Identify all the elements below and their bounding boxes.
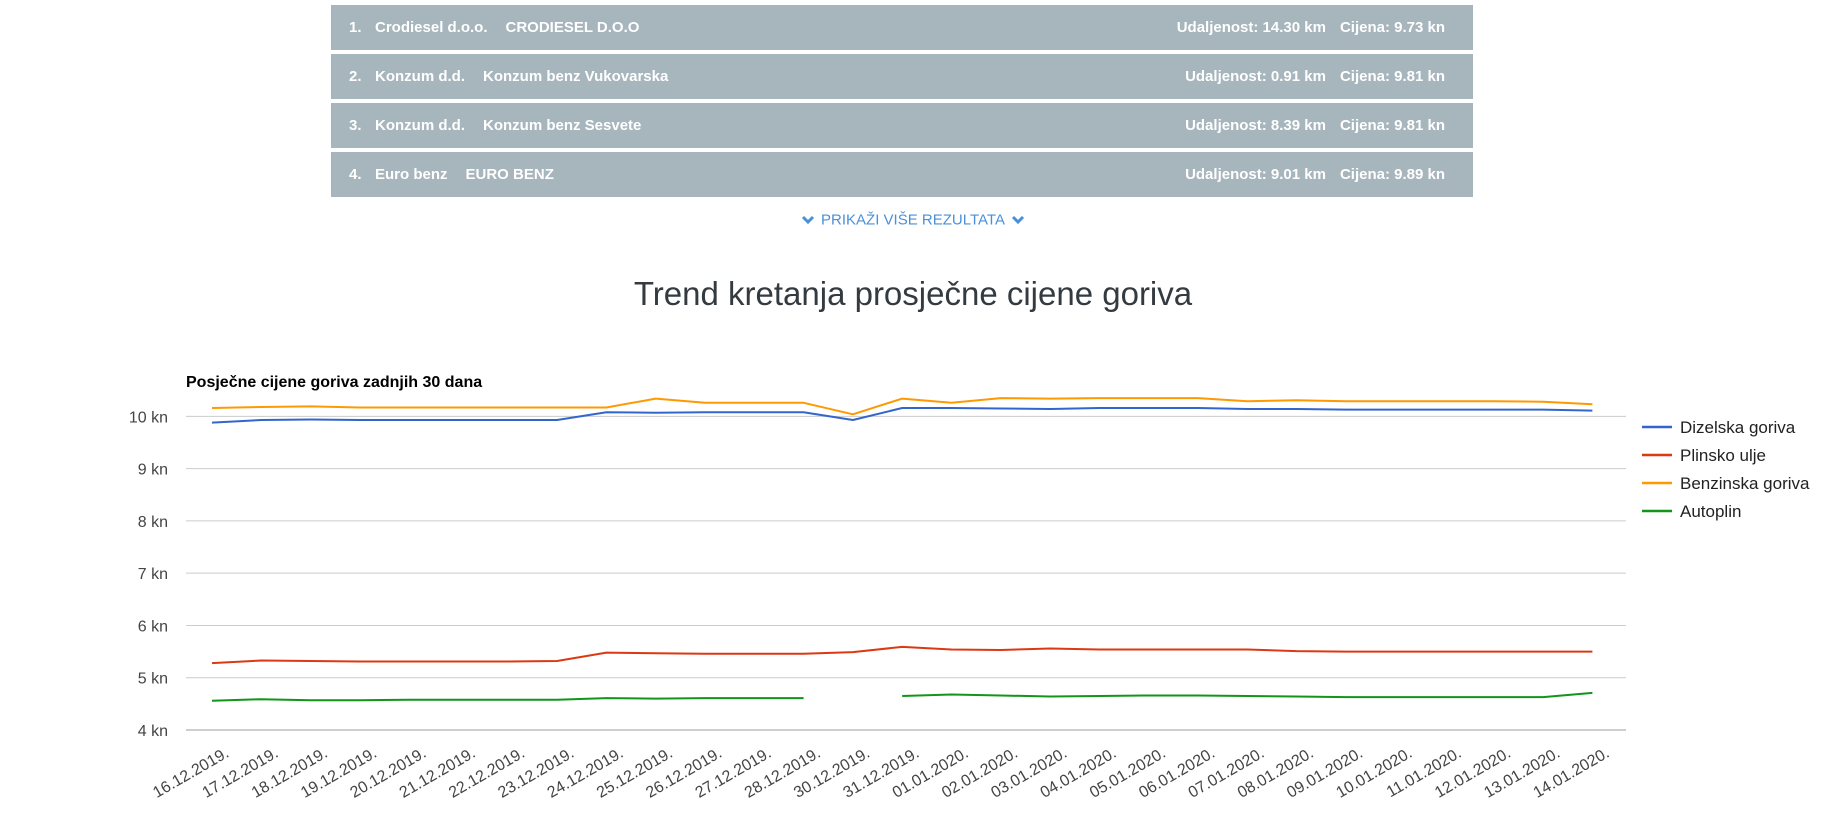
result-row[interactable]: 3. Konzum d.d. Konzum benz Sesvete Udalj… (331, 103, 1473, 148)
result-station: Konzum benz Vukovarska (483, 68, 669, 85)
result-price: Cijena: 9.89 kn (1339, 166, 1445, 183)
y-tick-label: 6 kn (138, 618, 168, 635)
y-tick-label: 8 kn (138, 514, 168, 531)
result-company: Konzum d.d. (375, 68, 465, 85)
result-distance: Udaljenost: 8.39 km (1185, 117, 1326, 134)
result-rank: 3. (349, 117, 362, 134)
show-more-link[interactable]: PRIKAŽI VIŠE REZULTATA (0, 211, 1826, 229)
result-station: CRODIESEL D.O.O (505, 19, 640, 36)
result-distance: Udaljenost: 0.91 km (1185, 68, 1326, 85)
series-line-benzinska-goriva (211, 397, 1593, 416)
result-company: Konzum d.d. (375, 117, 465, 134)
legend-label: Plinsko ulje (1680, 446, 1766, 465)
result-rank: 4. (349, 166, 362, 183)
result-company: Euro benz (375, 166, 448, 183)
result-price: Cijena: 9.73 kn (1339, 19, 1445, 36)
y-tick-label: 7 kn (138, 566, 168, 583)
series-line-dizelska-goriva (211, 407, 1593, 424)
result-row[interactable]: 2. Konzum d.d. Konzum benz Vukovarska Ud… (331, 54, 1473, 99)
show-more-label: PRIKAŽI VIŠE REZULTATA (821, 211, 1005, 229)
x-axis: 16.12.2019.17.12.2019.18.12.2019.19.12.2… (150, 745, 1612, 802)
y-tick-label: 4 kn (138, 723, 168, 740)
y-tick-label: 9 kn (138, 462, 168, 479)
price-trend-chart: Posječne cijene goriva zadnjih 30 dana 4… (129, 374, 1810, 802)
result-distance: Udaljenost: 9.01 km (1185, 166, 1326, 183)
chart-series (211, 397, 1593, 702)
result-row[interactable]: 4. Euro benz EURO BENZ Udaljenost: 9.01 … (331, 152, 1473, 197)
legend-label: Dizelska goriva (1680, 418, 1796, 437)
chart-title: Posječne cijene goriva zadnjih 30 dana (186, 374, 482, 391)
result-rank: 1. (349, 19, 362, 36)
series-line-plinsko-ulje (211, 645, 1593, 665)
result-station: Konzum benz Sesvete (483, 117, 642, 134)
results-list: 1. Crodiesel d.o.o. CRODIESEL D.O.O Udal… (331, 5, 1473, 201)
chart-legend: Dizelska goriva Plinsko ulje Benzinska gor… (1642, 418, 1810, 521)
series-line-autoplin (902, 691, 1593, 699)
result-distance: Udaljenost: 14.30 km (1176, 19, 1326, 36)
result-price: Cijena: 9.81 kn (1339, 117, 1445, 134)
chart-grid (186, 415, 1626, 731)
result-station: EURO BENZ (465, 166, 554, 183)
series-line-autoplin (211, 697, 804, 702)
result-company: Crodiesel d.o.o. (375, 19, 488, 36)
y-tick-label: 10 kn (129, 409, 168, 426)
result-rank: 2. (349, 68, 362, 85)
section-title: Trend kretanja prosječne cijene goriva (633, 275, 1193, 312)
result-row[interactable]: 1. Crodiesel d.o.o. CRODIESEL D.O.O Udal… (331, 5, 1473, 50)
result-price: Cijena: 9.81 kn (1339, 68, 1445, 85)
chevron-down-icon (801, 212, 815, 229)
legend-label: Autoplin (1680, 502, 1741, 521)
legend-label: Benzinska goriva (1680, 474, 1810, 493)
chevron-down-icon (1011, 212, 1025, 229)
y-axis: 4 kn 5 kn 6 kn 7 kn 8 kn 9 kn 10 kn (129, 409, 168, 740)
y-tick-label: 5 kn (138, 671, 168, 688)
